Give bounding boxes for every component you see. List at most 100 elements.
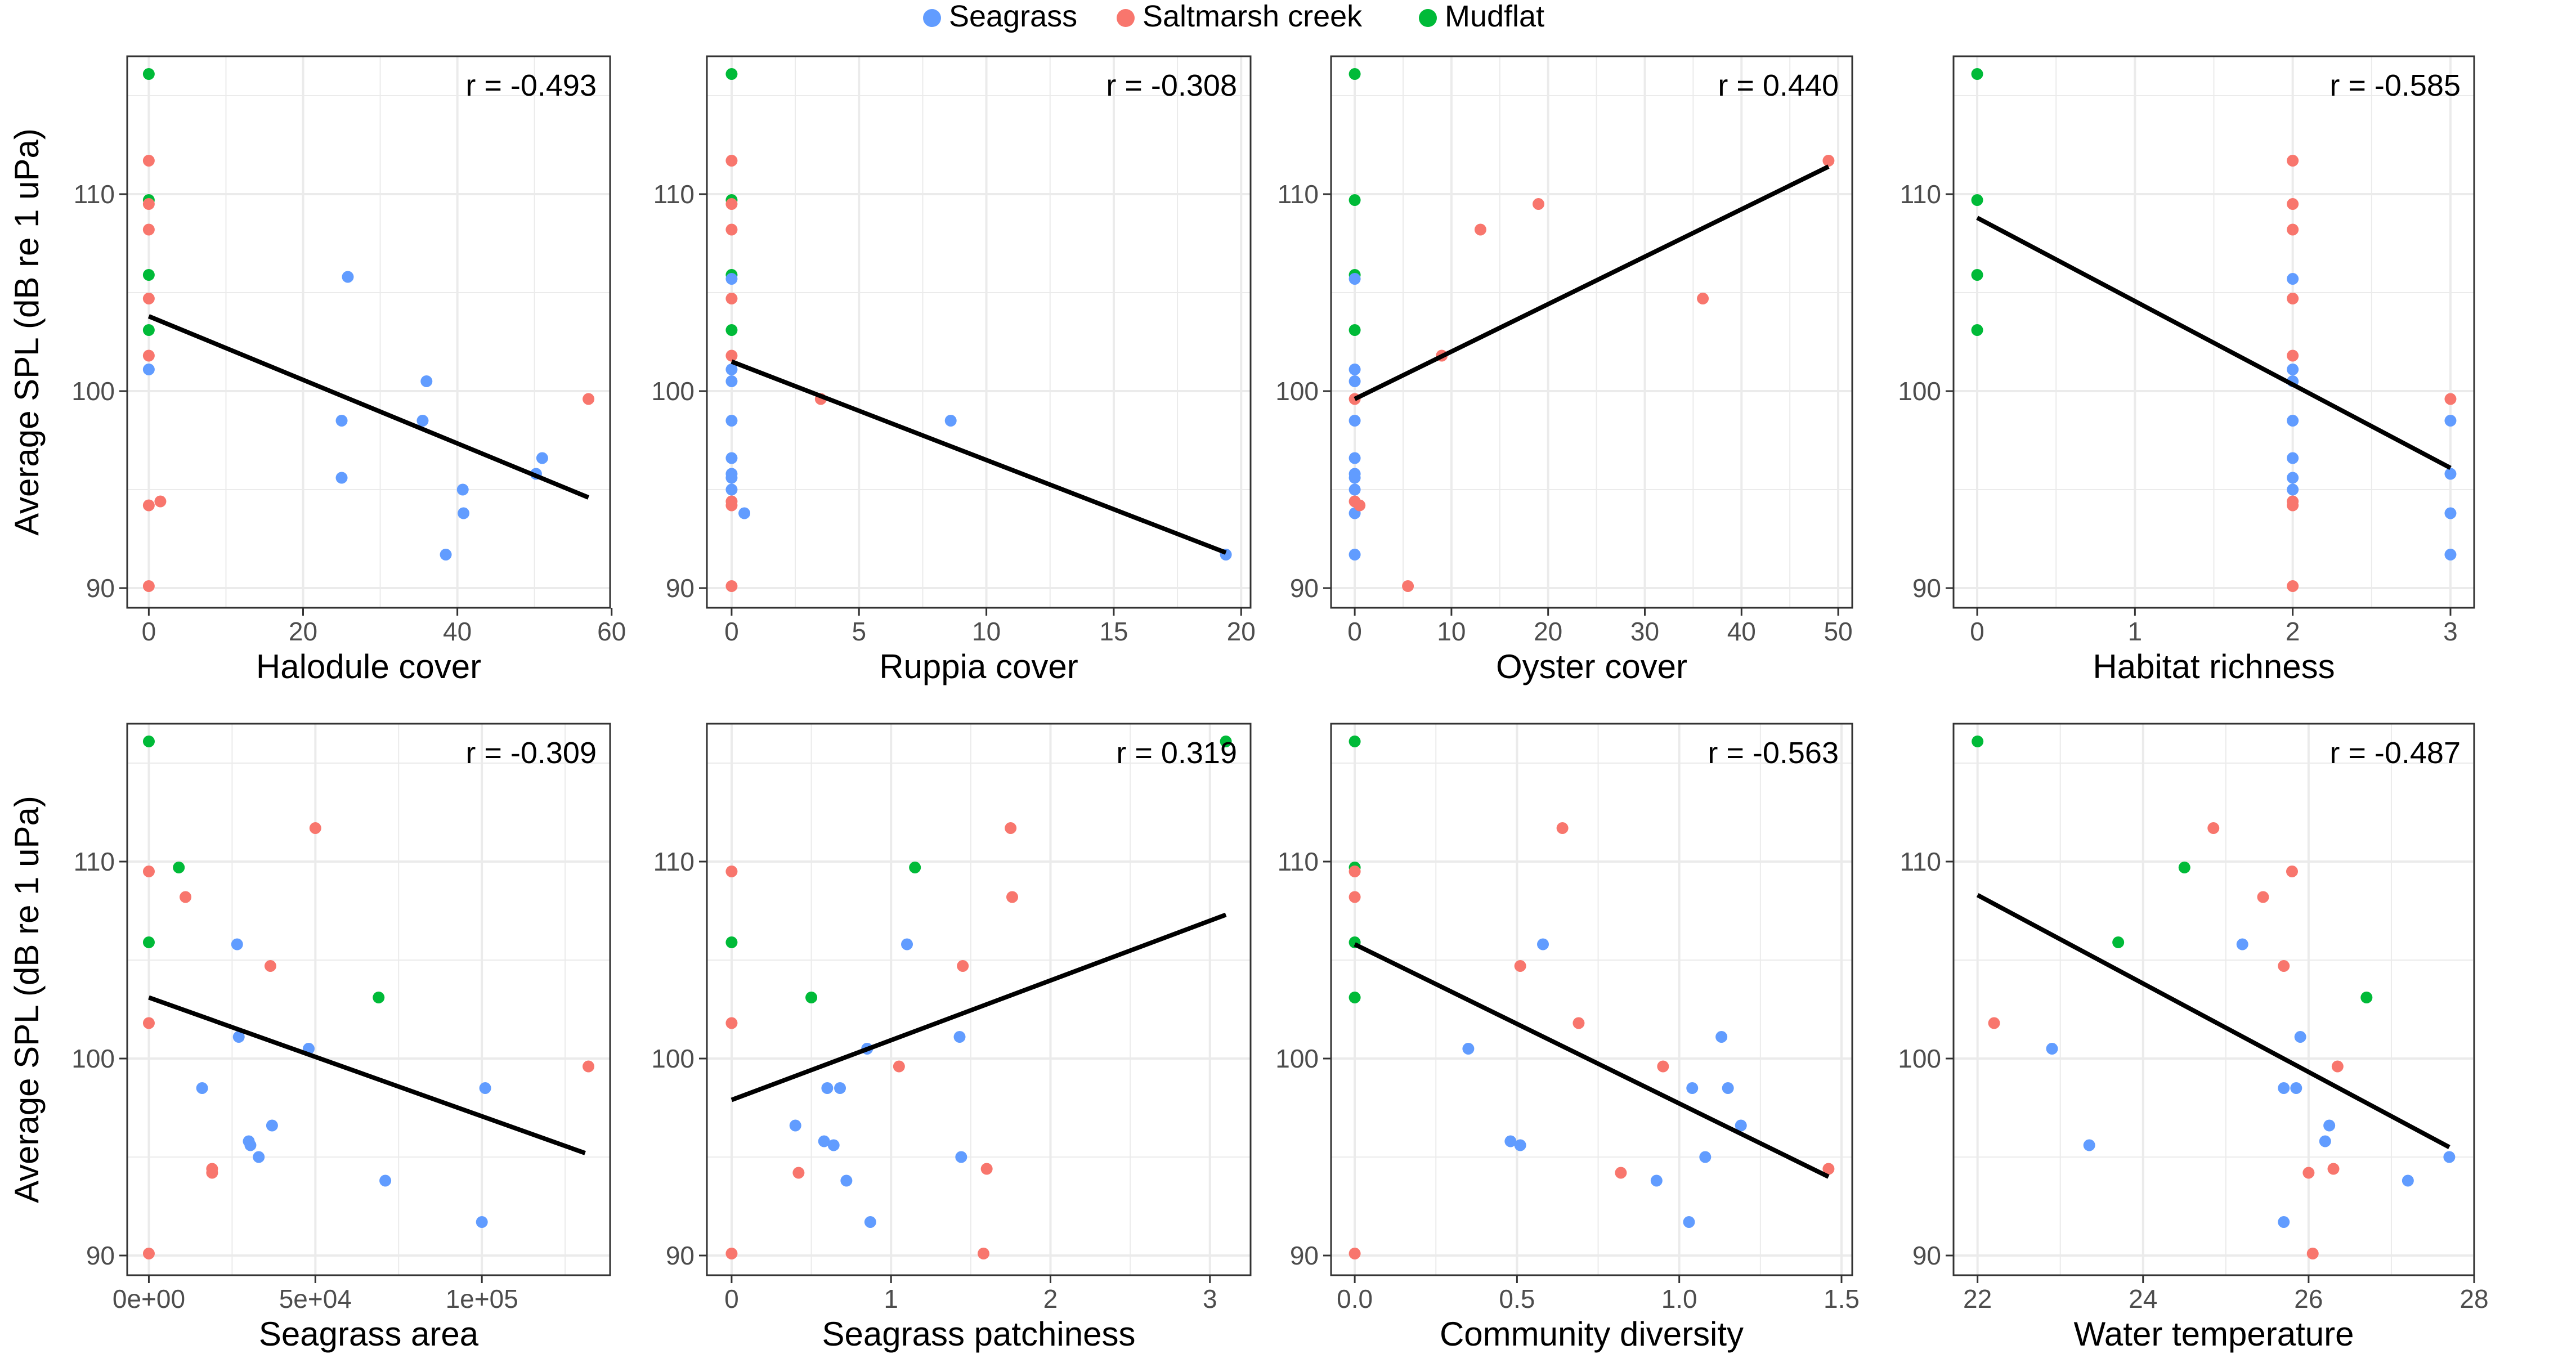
x-tick-label: 1.0 bbox=[1661, 1284, 1697, 1313]
data-point bbox=[1683, 1216, 1695, 1228]
data-point bbox=[1533, 198, 1545, 210]
x-axis-title: Oyster cover bbox=[1496, 648, 1687, 685]
regression-line bbox=[1354, 164, 1830, 401]
x-axis-title: Water temperature bbox=[2074, 1315, 2354, 1353]
data-point bbox=[2287, 499, 2299, 512]
data-point bbox=[977, 1248, 989, 1259]
data-point bbox=[266, 1119, 278, 1132]
x-tick-label: 1 bbox=[884, 1284, 898, 1313]
panel-border bbox=[1330, 55, 1853, 609]
x-tick-label: 1e+05 bbox=[446, 1284, 518, 1313]
data-point bbox=[2046, 1043, 2058, 1055]
data-point bbox=[142, 223, 155, 236]
y-axis-title: Average SPL (dB re 1 uPa) bbox=[8, 128, 46, 536]
data-point bbox=[1573, 1017, 1585, 1029]
y-tick-label: 100 bbox=[1275, 1044, 1319, 1073]
data-point bbox=[420, 375, 433, 387]
data-point bbox=[536, 452, 548, 464]
data-point bbox=[2444, 549, 2457, 561]
data-point bbox=[2257, 891, 2269, 903]
data-point bbox=[142, 936, 155, 948]
data-point bbox=[1971, 194, 1983, 206]
data-point bbox=[1349, 364, 1361, 375]
data-point bbox=[1686, 1082, 1699, 1094]
x-tick-label: 30 bbox=[1630, 617, 1659, 646]
data-point bbox=[1349, 273, 1361, 285]
data-point bbox=[1514, 960, 1526, 972]
data-point bbox=[725, 866, 738, 877]
data-point bbox=[173, 862, 185, 873]
data-point bbox=[1615, 1167, 1627, 1179]
x-tick-label: 0.0 bbox=[1337, 1284, 1373, 1313]
legend-key bbox=[1419, 9, 1437, 27]
x-tick-label: 20 bbox=[289, 617, 317, 646]
plot-panel bbox=[1331, 56, 1852, 608]
data-point bbox=[1971, 68, 1983, 80]
legend-key bbox=[923, 9, 941, 27]
regression-line bbox=[1976, 893, 2450, 1150]
x-tick-label: 2 bbox=[2286, 617, 2300, 646]
data-point bbox=[1715, 1031, 1728, 1043]
data-point bbox=[2444, 507, 2457, 519]
data-point bbox=[725, 155, 738, 167]
data-point bbox=[1349, 992, 1361, 1003]
data-point bbox=[725, 936, 738, 948]
data-point bbox=[2278, 1082, 2290, 1094]
data-point bbox=[335, 472, 348, 484]
scatter-panel: r = 0.440 0 10 20 30 40 50 90 100 110 Oyster cover bbox=[1275, 55, 1853, 685]
r-label: r = -0.563 bbox=[1708, 736, 1839, 770]
data-point bbox=[206, 1167, 218, 1179]
data-point bbox=[2327, 1163, 2340, 1175]
data-point bbox=[1556, 822, 1569, 834]
data-point bbox=[142, 1248, 155, 1259]
data-point bbox=[458, 507, 470, 519]
x-tick-label: 2 bbox=[1043, 1284, 1058, 1313]
legend: Seagrass Saltmarsh creek Mudflat bbox=[923, 0, 1544, 33]
scatter-panel: r = -0.563 0.0 0.5 1.0 1.5 90 100 110 Community … bbox=[1275, 723, 1860, 1353]
data-point bbox=[980, 1163, 993, 1175]
x-tick-label: 20 bbox=[1227, 617, 1256, 646]
x-tick-label: 28 bbox=[2459, 1284, 2488, 1313]
data-point bbox=[1822, 155, 1835, 167]
data-point bbox=[864, 1216, 876, 1228]
r-label: r = -0.493 bbox=[465, 69, 597, 102]
panel-border bbox=[126, 55, 611, 609]
x-tick-label: 40 bbox=[443, 617, 472, 646]
legend-label: Seagrass bbox=[949, 0, 1077, 33]
scatter-panel: r = -0.308 0 5 10 15 20 90 100 110 Ruppia cover bbox=[651, 55, 1256, 685]
y-tick-label: 90 bbox=[666, 573, 695, 603]
y-tick-label: 90 bbox=[1290, 1241, 1319, 1270]
data-point bbox=[738, 507, 751, 519]
regression-line bbox=[1354, 942, 1830, 1179]
data-point bbox=[725, 472, 738, 484]
data-point bbox=[1349, 1248, 1361, 1259]
data-point bbox=[1537, 938, 1549, 950]
data-point bbox=[456, 483, 469, 496]
plot-panel bbox=[127, 56, 610, 608]
data-point bbox=[2278, 960, 2290, 972]
data-point bbox=[1349, 452, 1361, 464]
data-point bbox=[583, 1060, 595, 1073]
x-tick-label: 3 bbox=[2443, 617, 2458, 646]
y-tick-label: 90 bbox=[1912, 1241, 1941, 1270]
data-point bbox=[893, 1060, 905, 1073]
data-point bbox=[244, 1139, 257, 1151]
data-point bbox=[154, 495, 167, 508]
data-point bbox=[1349, 891, 1361, 903]
data-point bbox=[142, 269, 155, 281]
data-point bbox=[1006, 891, 1018, 903]
data-point bbox=[1349, 415, 1361, 427]
data-point bbox=[142, 1017, 155, 1029]
x-tick-label: 20 bbox=[1534, 617, 1562, 646]
x-axis-title: Community diversity bbox=[1440, 1315, 1744, 1353]
data-point bbox=[142, 293, 155, 304]
y-tick-label: 90 bbox=[86, 573, 115, 603]
y-tick-label: 90 bbox=[666, 1241, 695, 1270]
data-point bbox=[2207, 822, 2220, 834]
data-point bbox=[805, 992, 818, 1003]
regression-line bbox=[1976, 216, 2452, 470]
panel-border bbox=[126, 723, 611, 1276]
data-point bbox=[142, 68, 155, 80]
data-point bbox=[142, 364, 155, 375]
y-tick-label: 90 bbox=[1290, 573, 1319, 603]
